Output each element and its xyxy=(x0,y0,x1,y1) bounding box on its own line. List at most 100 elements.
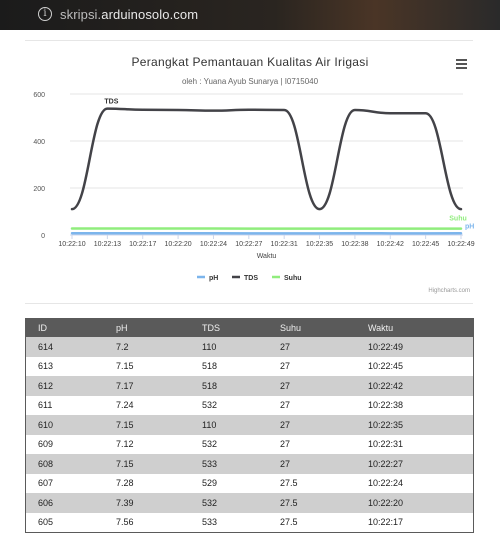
table-row: 610 7.15 110 27 10:22:35 xyxy=(25,415,474,435)
data-table: ID pH TDS Suhu Waktu 614 7.2 110 27 10:22:49… xyxy=(25,318,474,533)
cell-ph: 7.15 xyxy=(116,356,202,376)
cell-id: 605 xyxy=(25,512,116,533)
cell-id: 613 xyxy=(25,356,116,376)
table-row: 609 7.12 532 27 10:22:31 xyxy=(25,434,474,454)
legend-item-tds[interactable]: TDS xyxy=(244,275,258,282)
header-waktu[interactable]: Waktu xyxy=(368,318,474,337)
y-tick-label: 200 xyxy=(33,186,45,193)
info-icon[interactable]: i xyxy=(38,7,52,21)
table-row: 613 7.15 518 27 10:22:45 xyxy=(25,356,474,376)
cell-suhu: 27 xyxy=(280,337,368,357)
table-header-row: ID pH TDS Suhu Waktu xyxy=(25,318,474,337)
series-line-tds xyxy=(70,107,463,211)
browser-address-bar[interactable]: i skripsi.arduinosolo.com xyxy=(0,0,500,30)
cell-tds: 532 xyxy=(202,434,280,454)
cell-waktu: 10:22:45 xyxy=(368,356,474,376)
cell-tds: 532 xyxy=(202,395,280,415)
legend-item-suhu[interactable]: Suhu xyxy=(284,275,302,282)
x-tick-label: 10:22:24 xyxy=(200,241,227,248)
y-tick-label: 600 xyxy=(33,92,45,99)
url-domain: arduinosolo.com xyxy=(101,7,199,22)
cell-suhu: 27.5 xyxy=(280,512,368,533)
cell-suhu: 27 xyxy=(280,395,368,415)
cell-id: 609 xyxy=(25,434,116,454)
hamburger-menu-icon[interactable] xyxy=(456,59,467,69)
cell-suhu: 27.5 xyxy=(280,493,368,513)
cell-waktu: 10:22:20 xyxy=(368,493,474,513)
x-tick-label: 10:22:10 xyxy=(58,241,85,248)
cell-id: 608 xyxy=(25,454,116,474)
x-tick-label: 10:22:42 xyxy=(377,241,404,248)
chart-credits[interactable]: Highcharts.com xyxy=(428,288,470,294)
chart-container xyxy=(25,40,473,304)
chart-subtitle: oleh : Yuana Ayub Sunarya | I0715040 xyxy=(181,77,319,86)
cell-tds: 529 xyxy=(202,473,280,493)
y-tick-label: 400 xyxy=(33,139,45,146)
cell-tds: 532 xyxy=(202,493,280,513)
x-tick-label: 10:22:20 xyxy=(164,241,191,248)
header-tds[interactable]: TDS xyxy=(202,318,280,337)
table-row: 614 7.2 110 27 10:22:49 xyxy=(25,337,474,357)
cell-id: 611 xyxy=(25,395,116,415)
cell-id: 607 xyxy=(25,473,116,493)
cell-suhu: 27 xyxy=(280,434,368,454)
cell-ph: 7.15 xyxy=(116,454,202,474)
x-tick-label: 10:22:45 xyxy=(412,241,439,248)
cell-ph: 7.15 xyxy=(116,415,202,435)
table-row: 608 7.15 533 27 10:22:27 xyxy=(25,454,474,474)
cell-tds: 533 xyxy=(202,512,280,533)
cell-ph: 7.24 xyxy=(116,395,202,415)
cell-suhu: 27 xyxy=(280,454,368,474)
cell-tds: 533 xyxy=(202,454,280,474)
cell-suhu: 27 xyxy=(280,356,368,376)
cell-suhu: 27.5 xyxy=(280,473,368,493)
address-url[interactable]: skripsi.arduinosolo.com xyxy=(60,7,198,22)
x-tick-label: 10:22:31 xyxy=(271,241,298,248)
cell-waktu: 10:22:24 xyxy=(368,473,474,493)
x-tick-label: 10:22:27 xyxy=(235,241,262,248)
cell-tds: 110 xyxy=(202,337,280,357)
header-id[interactable]: ID xyxy=(25,318,116,337)
cell-waktu: 10:22:27 xyxy=(368,454,474,474)
cell-tds: 518 xyxy=(202,356,280,376)
cell-waktu: 10:22:17 xyxy=(368,512,474,533)
cell-id: 612 xyxy=(25,376,116,396)
table-row: 611 7.24 532 27 10:22:38 xyxy=(25,395,474,415)
cell-waktu: 10:22:38 xyxy=(368,395,474,415)
x-tick-label: 10:22:17 xyxy=(129,241,156,248)
url-subdomain: skripsi. xyxy=(60,7,102,22)
cell-suhu: 27 xyxy=(280,415,368,435)
legend-item-ph[interactable]: pH xyxy=(209,275,218,282)
cell-ph: 7.2 xyxy=(116,337,202,357)
table-row: 612 7.17 518 27 10:22:42 xyxy=(25,376,474,396)
cell-ph: 7.17 xyxy=(116,376,202,396)
x-tick-label: 10:22:49 xyxy=(447,241,474,248)
y-tick-label: 0 xyxy=(41,233,45,240)
x-tick-label: 10:22:35 xyxy=(306,241,333,248)
header-ph[interactable]: pH xyxy=(116,318,202,337)
series-label-tds: TDS xyxy=(104,99,118,106)
cell-ph: 7.12 xyxy=(116,434,202,454)
cell-id: 606 xyxy=(25,493,116,513)
cell-ph: 7.28 xyxy=(116,473,202,493)
cell-waktu: 10:22:31 xyxy=(368,434,474,454)
cell-tds: 518 xyxy=(202,376,280,396)
cell-waktu: 10:22:42 xyxy=(368,376,474,396)
cell-ph: 7.39 xyxy=(116,493,202,513)
series-label-ph: pH xyxy=(465,223,474,230)
cell-id: 614 xyxy=(25,337,116,357)
line-chart: 0 200 400 600 10:22:10 10:22:13 10:22:17 10:22:… xyxy=(33,92,474,282)
cell-waktu: 10:22:49 xyxy=(368,337,474,357)
cell-id: 610 xyxy=(25,415,116,435)
table-row: 606 7.39 532 27.5 10:22:20 xyxy=(25,493,474,513)
x-axis-label: Waktu xyxy=(257,253,277,260)
chart-title: Perangkat Pemantauan Kualitas Air Irigas… xyxy=(131,55,369,69)
cell-waktu: 10:22:35 xyxy=(368,415,474,435)
table-row: 607 7.28 529 27.5 10:22:24 xyxy=(25,473,474,493)
x-tick-label: 10:22:13 xyxy=(94,241,121,248)
x-tick-label: 10:22:38 xyxy=(341,241,368,248)
series-label-suhu: Suhu xyxy=(449,216,467,223)
header-suhu[interactable]: Suhu xyxy=(280,318,368,337)
cell-ph: 7.56 xyxy=(116,512,202,533)
table-row: 605 7.56 533 27.5 10:22:17 xyxy=(25,512,474,533)
